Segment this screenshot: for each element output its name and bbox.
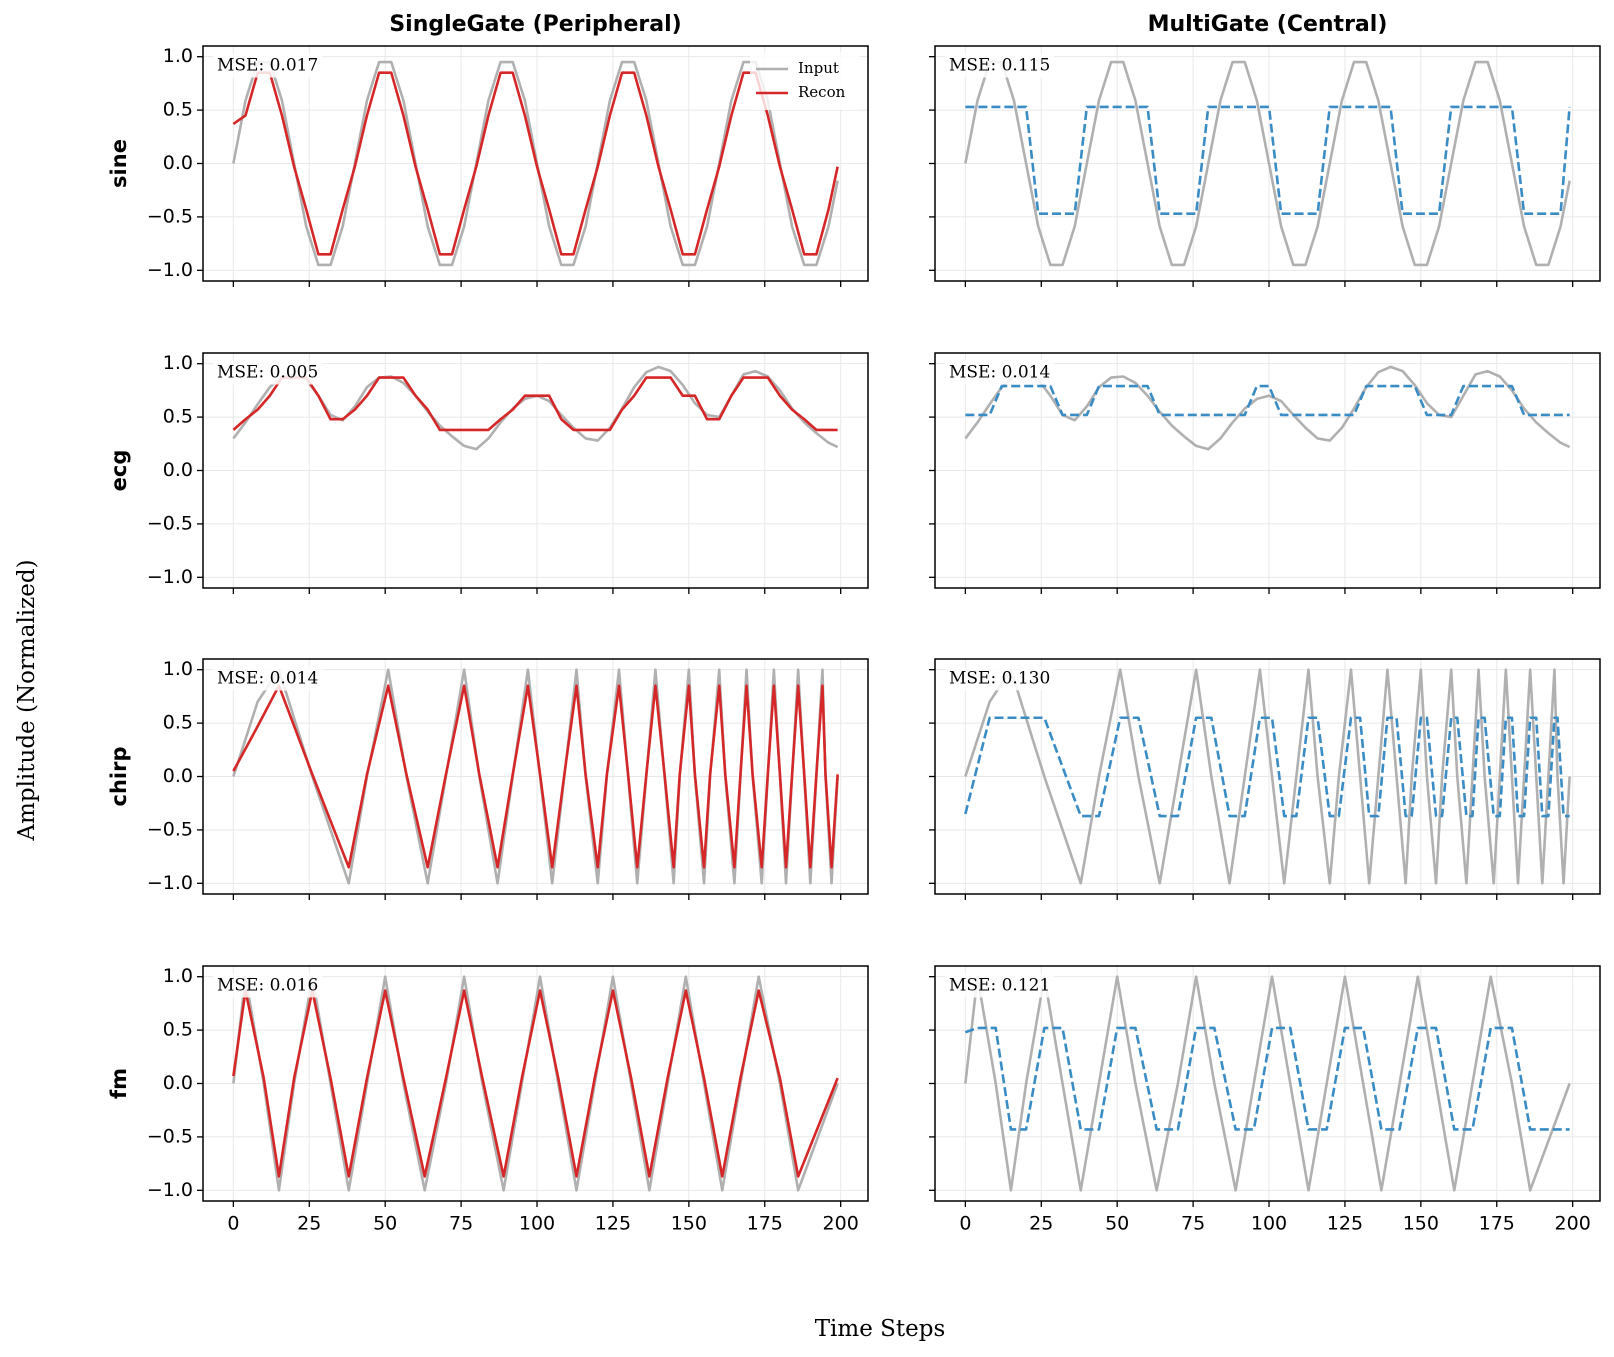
plot-area xyxy=(232,60,839,267)
legend-label: Input xyxy=(798,59,839,77)
plot-area xyxy=(964,60,1571,267)
y-tick-label: −0.5 xyxy=(147,512,193,534)
y-tick-label: −0.5 xyxy=(147,818,193,840)
row-label: chirp xyxy=(107,747,131,807)
x-tick-label: 25 xyxy=(1029,1213,1053,1235)
annotation-box xyxy=(945,666,1055,691)
series-line xyxy=(232,684,839,869)
annotation: MSE: 0.005 xyxy=(217,363,318,383)
x-tick-label: 50 xyxy=(1105,1213,1129,1235)
plot-area xyxy=(232,668,839,885)
subplot: −1.0 −0.5 0.0 0.5 1.0 chirp MSE: 0.014 xyxy=(107,658,869,900)
y-tick-label: 1.0 xyxy=(163,965,193,987)
y-tick-label: −1.0 xyxy=(147,1179,193,1201)
annotation: MSE: 0.016 xyxy=(217,976,318,996)
series-line xyxy=(964,365,1571,451)
annotation: MSE: 0.115 xyxy=(949,56,1050,76)
annotation: MSE: 0.014 xyxy=(949,363,1050,383)
y-tick-label: 0.5 xyxy=(163,406,193,428)
legend-box xyxy=(750,52,860,110)
annotation-box xyxy=(213,666,323,691)
annotation-box xyxy=(213,53,323,78)
x-tick-label: 125 xyxy=(595,1213,631,1235)
subplot: 0 25 50 75 100 125 150 175 200 −1.0 −0.5 0.0 0.5 1.0 f… xyxy=(107,965,869,1235)
annotation-box xyxy=(945,973,1055,998)
subplot-title: SingleGate (Peripheral) xyxy=(389,12,681,37)
x-tick-label: 175 xyxy=(1479,1213,1515,1235)
y-tick-label: −1.0 xyxy=(147,872,193,894)
annotation: MSE: 0.130 xyxy=(949,669,1050,689)
x-tick-label: 150 xyxy=(671,1213,707,1235)
plot-area xyxy=(232,365,839,451)
y-tick-label: 1.0 xyxy=(163,45,193,67)
x-tick-label: 200 xyxy=(1555,1213,1591,1235)
x-tick-label: 175 xyxy=(747,1213,783,1235)
row-label: sine xyxy=(107,139,131,188)
y-tick-label: 0.0 xyxy=(163,1072,193,1094)
x-tick-label: 75 xyxy=(449,1213,473,1235)
series-line xyxy=(964,975,1571,1192)
x-tick-label: 25 xyxy=(297,1213,321,1235)
y-tick-label: 0.0 xyxy=(163,459,193,481)
series-line xyxy=(232,989,839,1178)
y-tick-label: 0.5 xyxy=(163,99,193,121)
annotation: MSE: 0.121 xyxy=(949,976,1050,996)
plot-area xyxy=(232,975,839,1192)
x-tick-label: 150 xyxy=(1403,1213,1439,1235)
x-tick-label: 0 xyxy=(227,1213,239,1235)
y-tick-label: 0.0 xyxy=(163,765,193,787)
annotation: MSE: 0.017 xyxy=(217,56,318,76)
y-tick-label: −1.0 xyxy=(147,259,193,281)
x-axis-label: Time Steps xyxy=(815,1316,946,1342)
subplot: −1.0 −0.5 0.0 0.5 1.0 SingleGate (Peripheral)… xyxy=(107,12,869,287)
x-tick-label: 75 xyxy=(1181,1213,1205,1235)
x-tick-label: 50 xyxy=(373,1213,397,1235)
y-tick-label: −1.0 xyxy=(147,566,193,588)
annotation-box xyxy=(945,360,1055,385)
annotation-box xyxy=(945,53,1055,78)
x-tick-label: 100 xyxy=(519,1213,555,1235)
series-line xyxy=(232,71,839,256)
x-tick-label: 200 xyxy=(823,1213,859,1235)
series-line xyxy=(232,376,838,432)
plot-area xyxy=(964,975,1571,1192)
x-tick-label: 100 xyxy=(1251,1213,1287,1235)
series-line xyxy=(965,105,1571,215)
subplot: −1.0 −0.5 0.0 0.5 1.0 ecg MSE: 0.005 xyxy=(107,352,869,594)
y-tick-label: 0.5 xyxy=(163,1019,193,1041)
annotation-box xyxy=(213,973,323,998)
row-label: ecg xyxy=(107,450,131,492)
y-tick-label: 1.0 xyxy=(163,352,193,374)
y-tick-label: 0.0 xyxy=(163,152,193,174)
x-tick-label: 0 xyxy=(959,1213,971,1235)
subplot: 0 25 50 75 100 125 150 175 200 MSE: 0.121 xyxy=(929,965,1601,1235)
subplot: MSE: 0.014 xyxy=(929,352,1601,594)
series-line xyxy=(965,384,1570,417)
x-tick-label: 125 xyxy=(1327,1213,1363,1235)
row-label: fm xyxy=(107,1068,131,1099)
y-tick-label: 1.0 xyxy=(163,658,193,680)
series-line xyxy=(964,60,1571,267)
legend-label: Recon xyxy=(798,83,846,101)
plot-area xyxy=(964,365,1571,451)
y-tick-label: −0.5 xyxy=(147,1125,193,1147)
y-tick-label: −0.5 xyxy=(147,205,193,227)
series-line xyxy=(964,716,1570,818)
subplot-title: MultiGate (Central) xyxy=(1148,12,1388,37)
y-axis-label: Amplitude (Normalized) xyxy=(14,559,40,841)
annotation: MSE: 0.014 xyxy=(217,669,318,689)
plot-area xyxy=(964,668,1571,885)
annotation-box xyxy=(213,360,323,385)
subplot: MSE: 0.130 xyxy=(929,658,1601,900)
y-tick-label: 0.5 xyxy=(163,712,193,734)
series-line xyxy=(964,668,1571,885)
subplot: MultiGate (Central) MSE: 0.115 xyxy=(929,12,1601,287)
